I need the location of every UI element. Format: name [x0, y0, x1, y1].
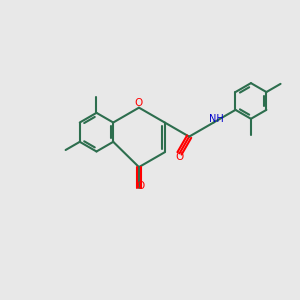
- Text: NH: NH: [209, 114, 224, 124]
- Text: O: O: [176, 152, 184, 162]
- Text: O: O: [135, 98, 143, 108]
- Text: O: O: [136, 182, 145, 191]
